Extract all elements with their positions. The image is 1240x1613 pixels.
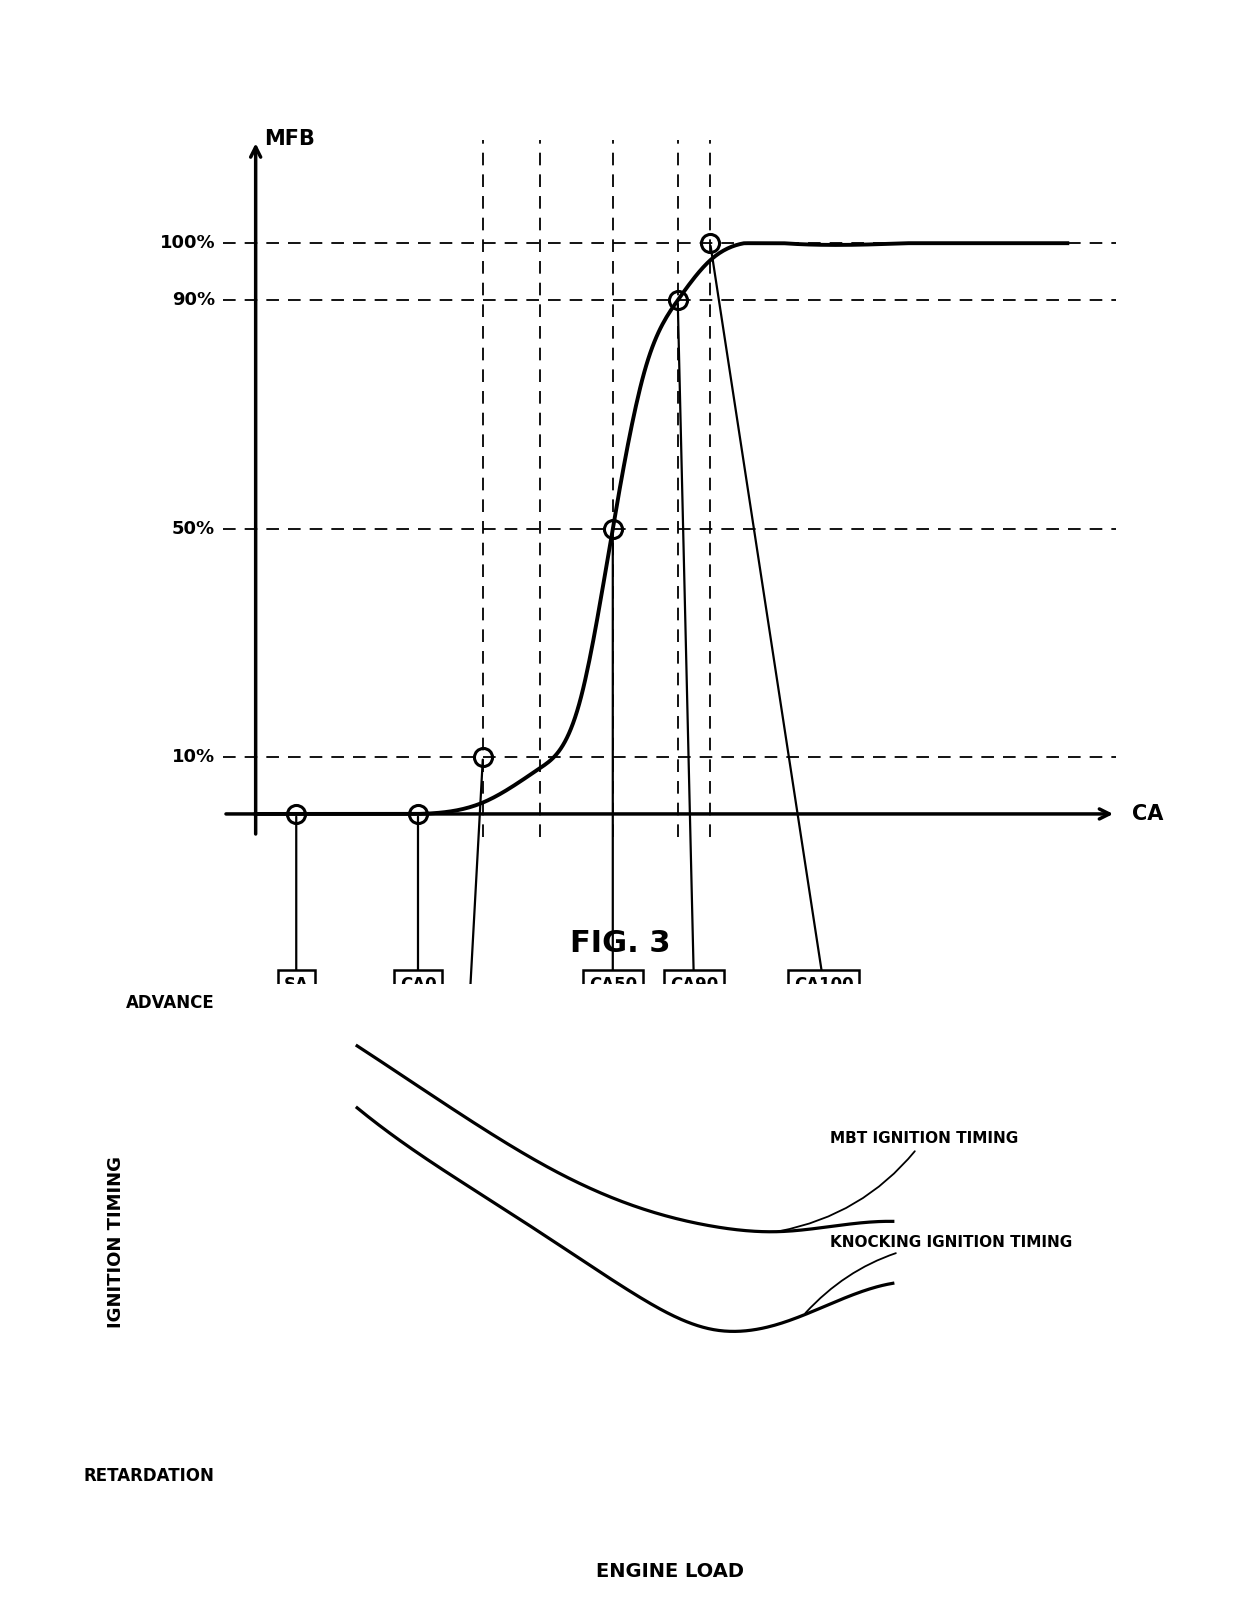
Text: MFB: MFB bbox=[264, 129, 315, 148]
Text: CA90: CA90 bbox=[670, 976, 718, 994]
Text: IGNITION TIMING: IGNITION TIMING bbox=[107, 1157, 125, 1327]
Text: KNOCKING IGNITION TIMING: KNOCKING IGNITION TIMING bbox=[806, 1234, 1073, 1313]
Text: 90%: 90% bbox=[172, 292, 215, 310]
Text: MBT IGNITION TIMING: MBT IGNITION TIMING bbox=[780, 1131, 1018, 1231]
Text: CA: CA bbox=[1132, 803, 1163, 824]
Text: RETARDATION: RETARDATION bbox=[83, 1466, 215, 1484]
Text: 10%: 10% bbox=[172, 748, 215, 766]
Text: CA0: CA0 bbox=[399, 976, 436, 994]
Text: FIG. 3: FIG. 3 bbox=[569, 929, 671, 958]
Text: CA10: CA10 bbox=[443, 1045, 491, 1063]
Text: ENGINE LOAD: ENGINE LOAD bbox=[595, 1561, 744, 1581]
Text: CA100: CA100 bbox=[794, 976, 853, 994]
Text: 50%: 50% bbox=[172, 519, 215, 537]
Text: SA: SA bbox=[284, 976, 309, 994]
Text: ADVANCE: ADVANCE bbox=[125, 994, 215, 1013]
Text: CA50: CA50 bbox=[589, 976, 637, 994]
Text: 100%: 100% bbox=[160, 234, 215, 252]
